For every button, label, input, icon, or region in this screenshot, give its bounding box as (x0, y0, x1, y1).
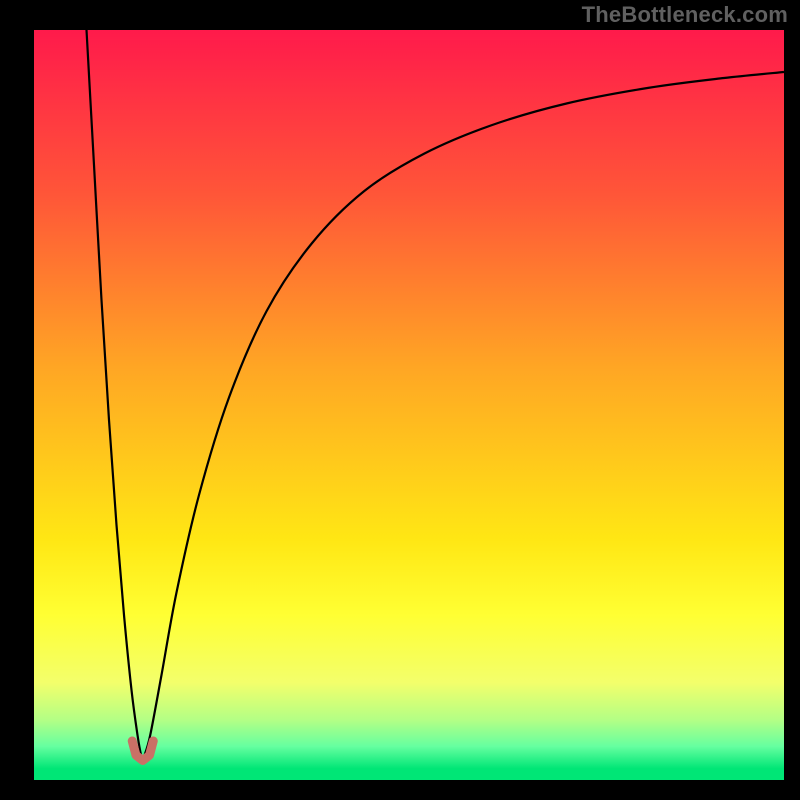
bottleneck-chart (0, 0, 800, 800)
plot-background (34, 30, 784, 780)
watermark-text: TheBottleneck.com (582, 2, 788, 28)
chart-container: TheBottleneck.com (0, 0, 800, 800)
